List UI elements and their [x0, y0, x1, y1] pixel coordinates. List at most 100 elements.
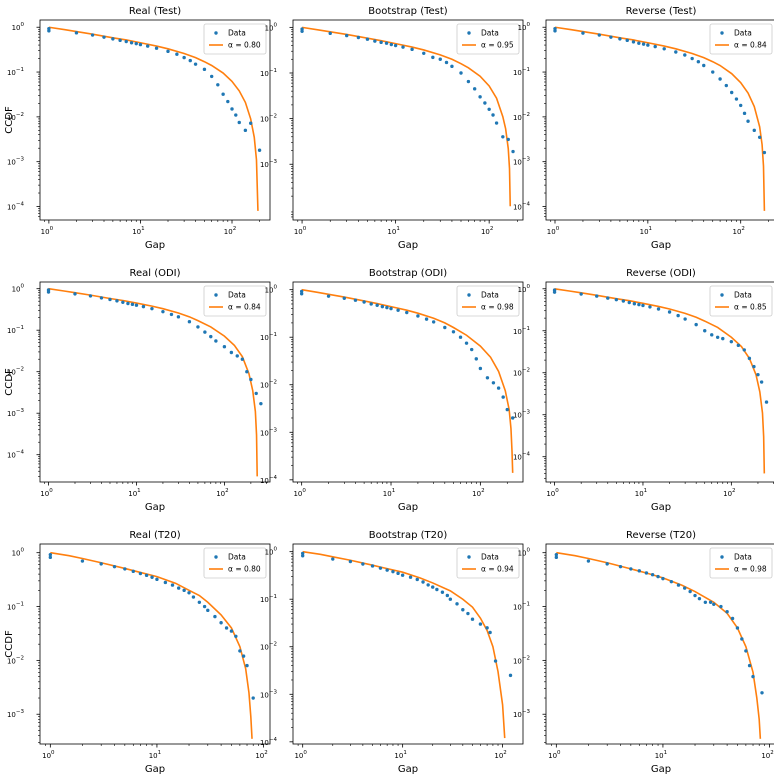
chart-title: Reverse (T20): [626, 530, 696, 541]
data-point: [385, 568, 389, 572]
data-point: [742, 111, 747, 116]
legend-box: [203, 23, 267, 55]
data-point: [431, 585, 435, 589]
data-point: [729, 339, 734, 344]
legend-data-label: Data: [228, 291, 246, 300]
fit-line: [554, 26, 766, 211]
y-tick-label: 10−1: [7, 602, 24, 612]
data-point: [102, 35, 106, 39]
fit-line: [301, 26, 512, 207]
chart-title: Real (T20): [129, 530, 180, 541]
data-point: [365, 37, 370, 41]
data-point: [730, 616, 735, 621]
y-axis-label: CCDF: [4, 106, 15, 134]
axes-frame: [39, 19, 271, 221]
data-point: [396, 571, 400, 576]
y-tick-label: 100: [12, 22, 25, 32]
data-point: [222, 345, 227, 349]
y-tick-label: 10−3: [7, 408, 25, 418]
legend-data-marker: [214, 31, 218, 35]
data-point: [511, 149, 515, 154]
y-tick-label: 10−3: [260, 159, 278, 169]
x-tick-label: 102: [732, 226, 744, 236]
legend-data-label: Data: [228, 29, 246, 38]
legend: Data α = 0.94: [456, 547, 520, 579]
data-point: [501, 135, 505, 139]
data-point: [690, 56, 694, 61]
data-point: [209, 334, 213, 339]
chart-panel-2: Bootstrap (Test) 100 101 102 100 10−1 10−2 10−3…: [260, 6, 524, 251]
data-point: [226, 99, 230, 104]
legend-fit-label: α = 0.98: [481, 303, 514, 312]
data-point: [501, 395, 505, 399]
data-point: [747, 663, 752, 668]
data-point: [734, 97, 739, 101]
data-point: [221, 92, 225, 96]
y-tick-label: 10−2: [513, 112, 530, 122]
data-point: [202, 604, 207, 609]
data-point: [491, 113, 495, 117]
legend-data-marker: [467, 555, 471, 559]
x-tick-label: 102: [481, 226, 493, 236]
data-point: [401, 45, 405, 49]
x-tick-label: 101: [387, 226, 399, 236]
data-point: [554, 555, 559, 560]
data-point: [605, 562, 609, 566]
data-point: [422, 51, 426, 56]
x-tick-label: 102: [761, 750, 773, 760]
data-point: [637, 41, 641, 45]
data-point: [443, 325, 447, 330]
data-point: [669, 579, 674, 584]
legend-data-label: Data: [481, 291, 499, 300]
data-point: [759, 380, 764, 384]
legend-fit-label: α = 0.84: [734, 41, 767, 50]
legend-data-marker: [720, 293, 724, 297]
data-point: [764, 400, 769, 404]
y-tick-label: 10−1: [513, 67, 530, 77]
data-point: [552, 290, 557, 294]
legend: Data α = 0.84: [203, 285, 267, 317]
data-point: [637, 569, 641, 573]
x-tick-label: 100: [42, 750, 55, 760]
data-point: [408, 575, 413, 579]
data-point: [458, 335, 463, 339]
data-point: [618, 564, 623, 569]
data-point: [175, 52, 179, 56]
data-point: [356, 35, 361, 40]
data-point: [396, 308, 400, 312]
x-tick-label: 101: [128, 488, 140, 498]
data-point: [234, 634, 238, 639]
y-tick-label: 10−2: [513, 655, 530, 665]
x-tick-label: 102: [224, 226, 236, 236]
data-point: [219, 621, 223, 625]
data-point: [424, 317, 429, 321]
data-point: [641, 303, 645, 308]
data-point: [508, 673, 513, 678]
y-tick-label: 100: [265, 547, 278, 557]
data-point: [150, 306, 154, 311]
legend-data-marker: [214, 293, 218, 297]
y-tick-label: 10−4: [260, 475, 278, 485]
y-tick-label: 10−2: [7, 367, 24, 377]
y-tick-label: 10−1: [7, 325, 24, 335]
y-tick-label: 100: [518, 22, 531, 32]
data-point: [299, 292, 304, 296]
chart-panel-6: Reverse (ODI) 100 101 102 100 10−1 10−2 10−3 10−…: [513, 268, 774, 513]
y-tick-label: 10−2: [260, 642, 277, 652]
data-point: [134, 303, 139, 307]
data-point: [410, 47, 414, 52]
data-point: [648, 305, 652, 309]
data-point: [435, 587, 439, 592]
data-point: [581, 31, 585, 35]
data-point: [138, 42, 143, 47]
data-point: [627, 300, 631, 305]
data-point: [170, 583, 175, 587]
data-point: [328, 31, 332, 36]
axes-frame: [39, 281, 271, 483]
data-point: [248, 121, 253, 125]
data-point: [237, 120, 241, 125]
data-point: [703, 329, 707, 333]
data-point: [448, 597, 453, 601]
legend-box: [456, 285, 520, 317]
x-tick-label: 100: [547, 226, 560, 236]
